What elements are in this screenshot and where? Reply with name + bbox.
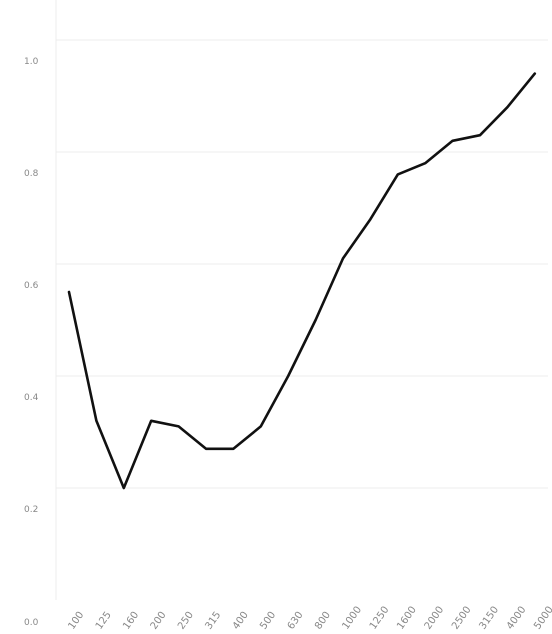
y-tick-label: 0.6 (24, 281, 39, 291)
x-tick-label: 400 (231, 610, 251, 632)
x-tick-label: 1250 (368, 605, 392, 632)
x-tick-label: 800 (313, 610, 333, 632)
x-tick-label: 5000 (532, 605, 552, 632)
series-layer (67, 72, 537, 490)
y-tick-label: 1.0 (24, 57, 39, 67)
x-tick-label: 315 (203, 610, 223, 632)
x-tick-label: 2000 (423, 605, 447, 632)
x-tick-label: 500 (258, 610, 278, 632)
x-axis-ticks: 100 125 160 200 250 315 400 500 630 800 1000 1250 16… (66, 605, 552, 632)
x-tick-label: 3150 (477, 605, 501, 632)
x-tick-label: 2500 (450, 605, 474, 632)
x-tick-label: 125 (94, 610, 114, 632)
y-axis-ticks: 0.0 0.2 0.4 0.6 0.8 1.0 (24, 57, 39, 628)
y-tick-label: 0.4 (24, 393, 39, 403)
x-tick-label: 4000 (505, 605, 529, 632)
x-tick-label: 100 (66, 610, 86, 632)
x-tick-label: 160 (121, 610, 141, 632)
grid-lines (55, 0, 548, 600)
y-tick-label: 0.0 (24, 618, 39, 628)
y-tick-label: 0.2 (24, 505, 38, 515)
series-line (67, 72, 537, 490)
x-tick-label: 200 (149, 610, 169, 632)
x-tick-label: 630 (286, 610, 306, 632)
x-tick-label: 250 (176, 610, 196, 632)
x-tick-label: 1600 (395, 605, 419, 632)
x-tick-label: 1000 (340, 605, 364, 632)
y-tick-label: 0.8 (24, 169, 39, 179)
